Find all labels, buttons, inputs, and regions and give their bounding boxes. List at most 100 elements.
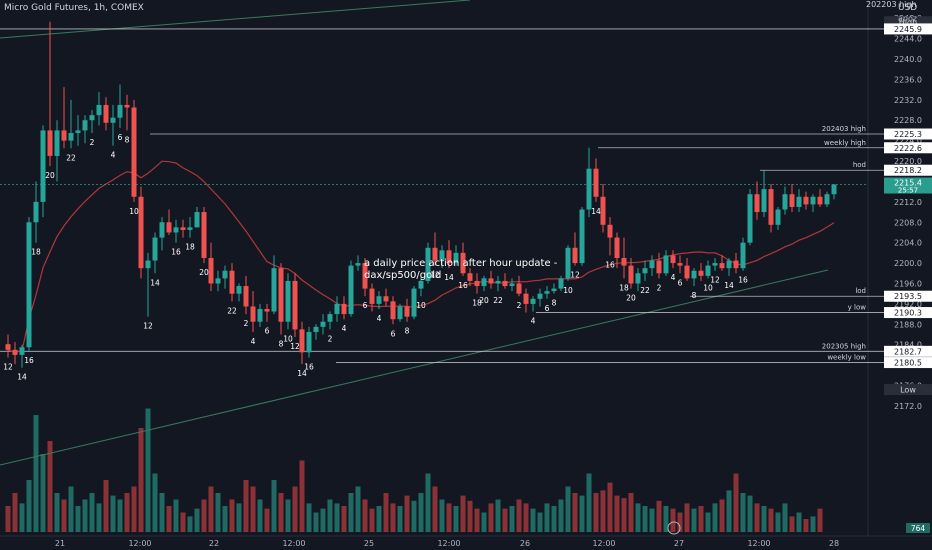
volume-bar [572, 493, 578, 532]
price-tag-text: 2218.2 [894, 166, 922, 175]
volume-bar [775, 512, 781, 532]
volume-bar [257, 499, 263, 532]
candle-body [761, 189, 767, 213]
level-label: hod [853, 161, 866, 169]
volume-bar [719, 499, 725, 532]
volume-bar [75, 506, 81, 532]
candle-label: 12 [290, 342, 300, 351]
candle-label: 2 [90, 138, 95, 147]
volume-bar [432, 486, 438, 532]
candle-body [719, 263, 725, 269]
candle-body [89, 115, 95, 121]
volume-bar [565, 486, 571, 532]
candle-body [355, 263, 361, 266]
candle-label: 6 [545, 304, 550, 313]
candle [411, 286, 417, 320]
candle [453, 245, 459, 266]
volume-bar [523, 503, 529, 532]
candle [12, 342, 18, 365]
candle-label: 18 [185, 243, 195, 252]
candle-body [222, 270, 228, 279]
candle [229, 263, 235, 302]
volume-bar [397, 506, 403, 532]
candle-label: 10 [703, 283, 713, 292]
candle [684, 257, 690, 281]
y-tick-label: 2172.0 [894, 402, 922, 411]
candle-body [460, 252, 466, 274]
candle [82, 115, 88, 144]
volume-bar [453, 506, 459, 532]
candle [222, 265, 228, 289]
volume-bar [201, 499, 207, 532]
y-tick-label: 2192.0 [894, 300, 922, 309]
candle-body [551, 288, 557, 292]
candle-label: 16 [171, 248, 181, 257]
volume-bar [754, 503, 760, 532]
volume-bar [194, 508, 200, 532]
candle-body [432, 247, 438, 261]
candle [579, 206, 585, 266]
candle [117, 84, 123, 128]
currency-label[interactable]: USD [898, 3, 918, 13]
volume-bar [425, 473, 431, 532]
candle [523, 288, 529, 313]
volume-bar [782, 503, 788, 532]
candle-label: 4 [377, 314, 382, 323]
candle [754, 181, 760, 220]
candle-body [453, 252, 459, 264]
volume-bar [467, 500, 473, 532]
candle-body [117, 104, 123, 118]
candle [180, 219, 186, 238]
price-tag-text: 2225.3 [894, 130, 922, 139]
y-tick-label: 2196.0 [894, 279, 922, 288]
volume-bar [789, 516, 795, 532]
volume-bar [61, 499, 67, 532]
candle [663, 250, 669, 276]
candle-body [565, 247, 571, 279]
candle-body [425, 247, 431, 281]
candle [75, 115, 81, 146]
y-tick-label: 2208.0 [894, 218, 922, 227]
candle-label: 10 [563, 286, 573, 295]
candle [502, 273, 508, 289]
candle-body [747, 194, 753, 243]
volume-bar [355, 486, 361, 532]
candle [362, 257, 368, 297]
y-tick-label: 2184.0 [894, 341, 922, 350]
candle [544, 286, 550, 299]
top-level-label: 202203 high [866, 0, 917, 9]
candle-label: 2 [328, 334, 333, 343]
candle [670, 250, 676, 269]
candle-label: 20 [626, 294, 636, 303]
volume-bar [313, 512, 319, 532]
volume-bar [243, 480, 249, 532]
candle-body [614, 237, 620, 258]
candle [467, 268, 473, 287]
price-tag [884, 384, 932, 396]
annotation-line-2: dax/sp500/gold [364, 270, 442, 281]
candle-body [236, 286, 242, 294]
volume-bar [677, 512, 683, 532]
candle [418, 273, 424, 297]
candle [831, 184, 837, 200]
candle-body [418, 280, 424, 289]
candle [551, 283, 557, 294]
candle [152, 232, 158, 274]
candle-body [348, 265, 354, 315]
candle-label: 12 [430, 271, 440, 280]
candle-body [369, 288, 375, 304]
price-tag-text: 2245.9 [894, 25, 922, 34]
volume-bar [481, 512, 487, 532]
price-tag [884, 16, 932, 28]
candle-body [271, 268, 277, 312]
candle [124, 94, 130, 131]
volume-bar [187, 516, 193, 532]
candle-body [243, 286, 249, 307]
x-tick-label: 26 [520, 539, 530, 548]
candle [257, 303, 263, 327]
candle [5, 334, 11, 358]
candle [110, 104, 116, 146]
level-label: weekly low [827, 354, 866, 362]
candle-body [607, 224, 613, 238]
